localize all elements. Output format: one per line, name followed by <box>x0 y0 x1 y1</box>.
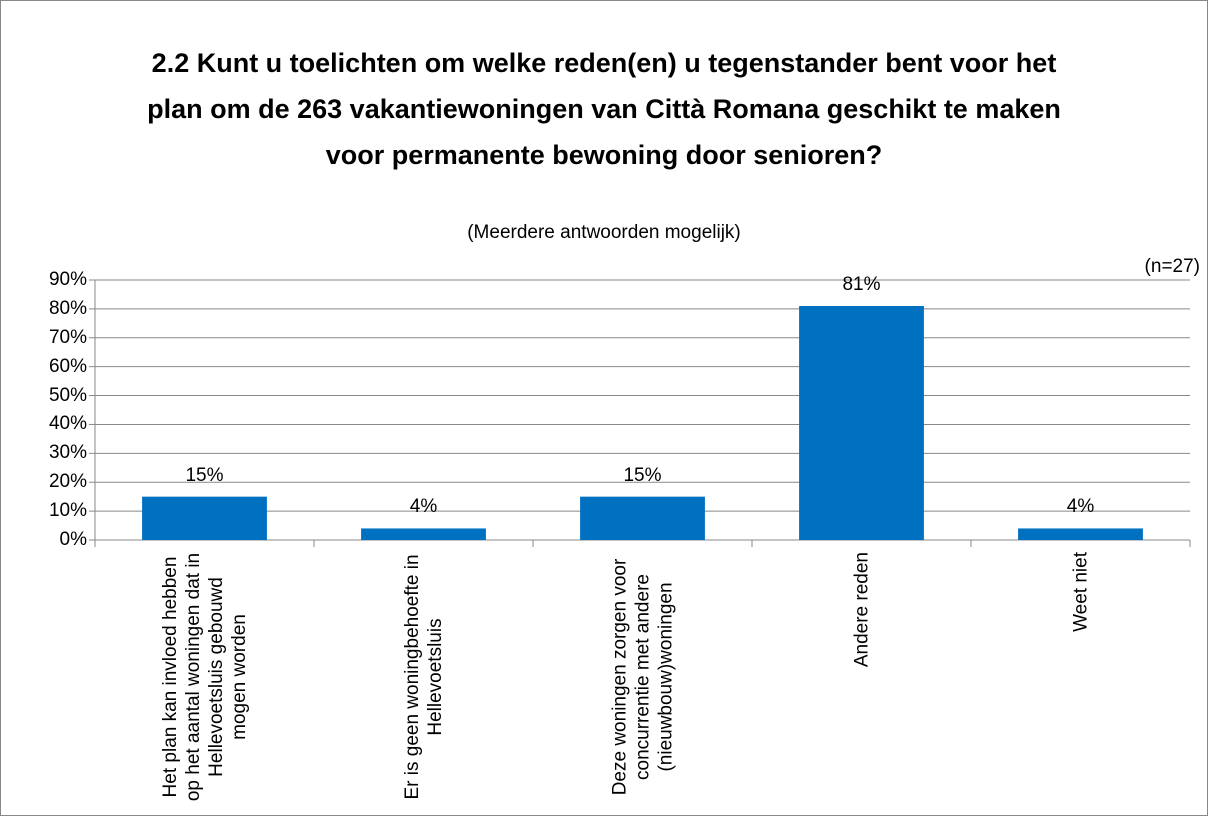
x-tick-label: Deze woningen zorgen voor concurrentie m… <box>608 552 677 802</box>
bar <box>142 496 267 540</box>
x-tick-label: Het plan kan invloed hebben op het aanta… <box>159 552 251 802</box>
annotation: (n=27) <box>1144 256 1200 277</box>
y-tick-label: 90% <box>48 269 87 290</box>
x-tick-label-text: Het plan kan invloed hebben op het aanta… <box>159 552 250 802</box>
bar <box>580 496 705 540</box>
y-tick-label: 70% <box>48 326 87 348</box>
x-tick-label-text: Er is geen woningbehoefte in Hellevoetsl… <box>401 554 446 800</box>
y-tick-label: 80% <box>48 297 87 319</box>
y-tick-label: 30% <box>48 442 87 464</box>
chart-subtitle: (Meerdere antwoorden mogelijk) <box>467 222 741 243</box>
bar <box>361 528 486 540</box>
y-tick-label: 60% <box>48 355 87 377</box>
bar <box>799 306 924 540</box>
y-tick-label: 40% <box>48 413 87 435</box>
bar <box>1018 528 1143 540</box>
value-label: 81% <box>842 274 881 295</box>
value-label: 4% <box>1066 496 1095 518</box>
y-tick-label: 50% <box>48 384 87 406</box>
x-tick-label: Weet niet <box>1069 552 1092 802</box>
x-tick-label-text: Andere reden <box>851 552 872 668</box>
y-tick-label: 0% <box>59 529 87 550</box>
chart-title: 2.2 Kunt u toelichten om welke reden(en)… <box>147 48 1061 170</box>
x-tick-label-text: Weet niet <box>1070 552 1091 632</box>
x-tick-label: Andere reden <box>850 552 873 802</box>
value-label: 4% <box>409 496 438 518</box>
y-tick-label: 20% <box>48 471 87 493</box>
value-label: 15% <box>185 464 224 486</box>
x-tick-label: Er is geen woningbehoefte in Hellevoetsl… <box>401 552 447 802</box>
value-label: 15% <box>623 464 662 486</box>
x-tick-label-text: Deze woningen zorgen voor concurrentie m… <box>609 558 676 796</box>
y-tick-label: 10% <box>48 500 87 522</box>
